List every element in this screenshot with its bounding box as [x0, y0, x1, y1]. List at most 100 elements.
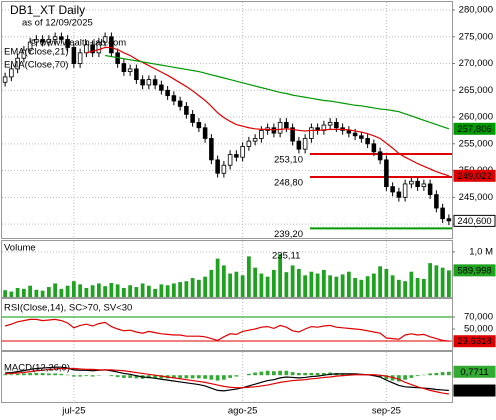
line-series — [86, 46, 450, 177]
candle-body — [90, 44, 95, 54]
bar — [434, 265, 439, 297]
y-tick-label: 265,000 — [459, 85, 493, 96]
bar — [165, 285, 170, 297]
bar — [3, 374, 7, 376]
bar — [322, 269, 326, 297]
candle-body — [446, 218, 452, 222]
candle-body — [34, 39, 39, 43]
bar — [203, 375, 207, 379]
candle-body — [365, 138, 370, 145]
bar — [353, 278, 357, 297]
bar — [384, 269, 389, 297]
line-series — [5, 366, 449, 392]
candle-body — [377, 151, 383, 161]
bar — [309, 271, 314, 297]
line-series — [5, 367, 449, 395]
bar — [53, 283, 57, 297]
bar — [134, 375, 139, 379]
y-tick-label: 1,0 M — [469, 246, 493, 257]
bar — [253, 267, 257, 297]
bar — [53, 373, 57, 376]
bar — [153, 375, 157, 379]
candle-body — [396, 191, 402, 198]
candle-body — [246, 140, 252, 147]
candle-body — [390, 186, 395, 193]
level-label: 253,10 — [274, 154, 303, 165]
bar — [178, 375, 182, 379]
bar — [190, 375, 195, 379]
bar — [15, 287, 20, 297]
candle-body — [96, 41, 102, 54]
bar — [240, 275, 245, 297]
candle-body — [202, 127, 208, 139]
candle-body — [371, 143, 377, 153]
value-label: 257,806 — [457, 124, 491, 135]
bar — [209, 375, 214, 380]
bar — [390, 275, 395, 297]
bar — [128, 285, 132, 297]
candle-body — [290, 127, 295, 142]
bar — [90, 285, 95, 297]
candle-body — [190, 113, 195, 123]
bar — [397, 375, 401, 382]
bar — [159, 375, 164, 379]
bar — [59, 288, 64, 297]
candle-body — [2, 76, 8, 83]
candle-body — [227, 154, 233, 166]
bar — [215, 375, 220, 381]
y-tick-label: 50,000 — [464, 324, 493, 335]
bar — [22, 373, 26, 376]
candle-body — [309, 127, 314, 139]
candle-body — [9, 68, 14, 78]
bar — [109, 375, 114, 377]
bar — [415, 278, 420, 297]
bar — [147, 375, 151, 379]
bar — [322, 372, 326, 376]
candle-body — [277, 122, 283, 134]
bar — [378, 266, 382, 297]
bar — [290, 265, 295, 297]
bar — [209, 269, 214, 297]
bar — [128, 375, 132, 378]
candle-body — [209, 138, 214, 161]
candle-body — [177, 100, 183, 107]
bar — [247, 373, 251, 376]
bar — [78, 375, 82, 377]
bar — [184, 375, 189, 379]
bar — [365, 276, 370, 297]
bar — [34, 289, 39, 297]
candle-body — [240, 146, 245, 158]
value-box — [453, 214, 496, 227]
bar — [272, 371, 276, 376]
candle-body — [165, 89, 170, 97]
candle-body — [27, 41, 33, 51]
candle-body — [46, 39, 52, 43]
bar — [72, 375, 76, 377]
x-tick-label: ago-25 — [228, 406, 258, 417]
bar — [178, 282, 182, 297]
bar — [297, 372, 301, 376]
bar — [415, 375, 420, 377]
bar — [315, 372, 320, 376]
volume-panel — [1, 240, 453, 298]
candle-body — [302, 138, 308, 150]
bar — [272, 269, 276, 297]
bar — [84, 287, 89, 297]
value-box — [453, 264, 496, 277]
bar — [328, 275, 332, 297]
bar — [347, 271, 351, 297]
candle-body — [327, 122, 333, 126]
bar — [159, 284, 164, 297]
y-tick-label: 245,000 — [459, 192, 493, 203]
bar — [397, 279, 401, 297]
y-tick-label: 270,000 — [459, 58, 493, 69]
panel-title: RSI(Close,14), SC>70, SV<30 — [4, 303, 132, 314]
bar — [290, 372, 295, 376]
candle-body — [259, 130, 264, 139]
candle-body — [284, 122, 289, 129]
bar — [428, 373, 432, 376]
value-label: -3,4312 — [458, 386, 490, 397]
chart-title: DB1_XT Daily — [10, 3, 85, 17]
bar — [428, 263, 432, 297]
